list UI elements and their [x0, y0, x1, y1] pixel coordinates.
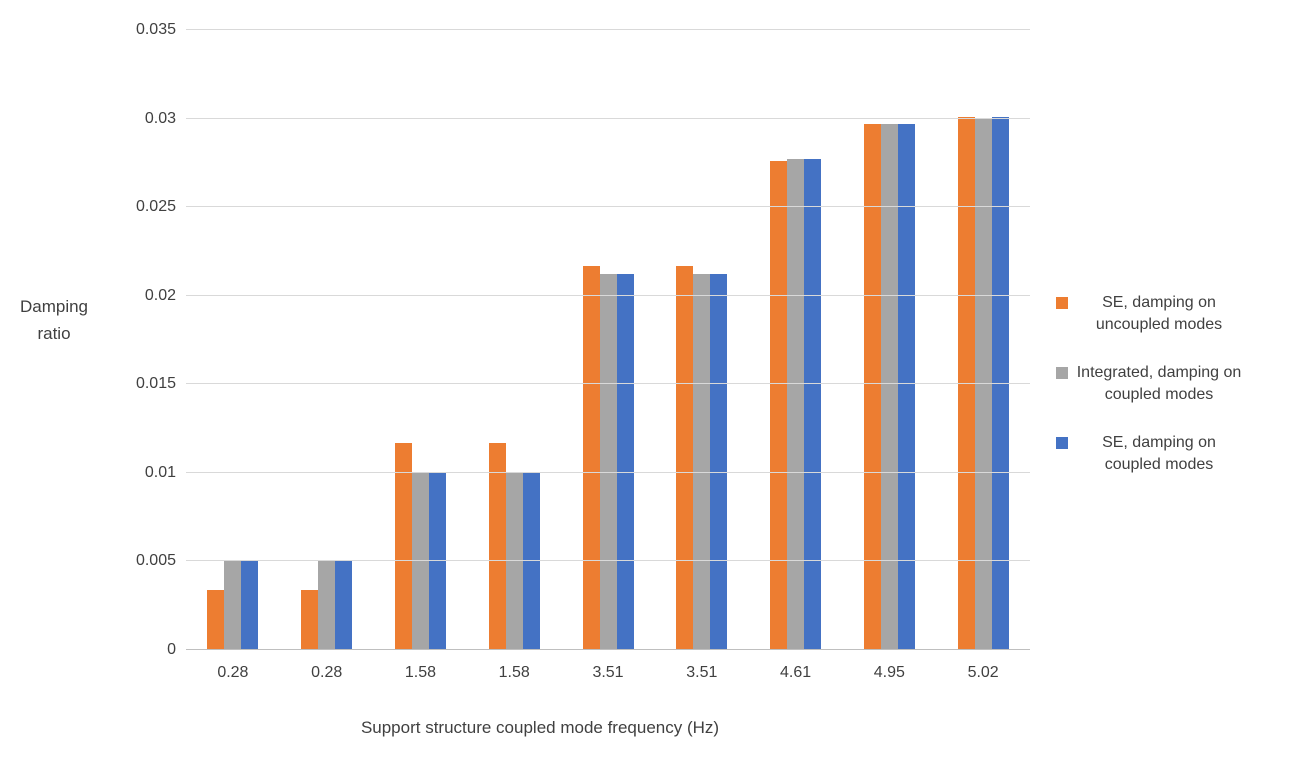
x-tick-label: 4.95: [873, 664, 905, 681]
bar: [787, 159, 805, 650]
bar: [582, 265, 600, 650]
x-tick-label: 5.02: [967, 664, 999, 681]
bar: [616, 274, 634, 650]
legend-item: SE, damping on uncoupled modes: [1056, 292, 1292, 336]
x-tick-label: 4.61: [780, 664, 812, 681]
bar-group: [374, 30, 468, 650]
legend-item: SE, damping on coupled modes: [1056, 432, 1292, 476]
gridline: [186, 294, 1030, 296]
gridline: [186, 471, 1030, 473]
y-tick-label: 0.02: [144, 286, 176, 304]
y-tick-label: 0.005: [135, 552, 176, 570]
x-tick-label: 0.28: [217, 664, 249, 681]
y-axis-title-line-1: Damping: [19, 297, 89, 316]
x-axis-line: [186, 649, 1030, 650]
y-tick-label: 0.03: [144, 109, 176, 127]
bar-group: [280, 30, 374, 650]
bar: [880, 123, 898, 650]
y-tick-label: 0.015: [135, 375, 176, 393]
gridline: [186, 560, 1030, 562]
legend-marker: [1056, 367, 1068, 380]
y-tick-label: 0: [167, 641, 176, 658]
y-tick-label: 0.025: [135, 198, 176, 216]
bar: [897, 123, 915, 650]
x-tick-label: 3.51: [592, 664, 624, 681]
x-tick-label: 1.58: [498, 664, 530, 681]
bars: [186, 30, 1030, 650]
legend-label: Integrated, damping on coupled modes: [1076, 364, 1242, 404]
x-tick-label: 1.58: [404, 664, 437, 681]
bar: [804, 159, 822, 650]
legend-label: SE, damping on coupled modes: [1102, 434, 1216, 474]
bar: [394, 442, 412, 650]
x-tick-label: 0.28: [311, 664, 343, 681]
y-tick-label: 0.01: [144, 463, 176, 481]
legend-marker: [1056, 437, 1068, 450]
gridline: [186, 117, 1030, 119]
bar: [710, 274, 728, 650]
bar: [207, 589, 225, 650]
legend-item: Integrated, damping on coupled modes: [1056, 362, 1292, 406]
x-axis-title: Support structure coupled mode frequency…: [360, 718, 720, 737]
y-axis-title: Damping ratio: [6, 293, 102, 347]
bar-group: [749, 30, 843, 650]
bar-group: [842, 30, 936, 650]
bar-group: [467, 30, 561, 650]
x-axis-labels: 0.28 0.28 1.58 1.58 3.51 3.51 4.61 4.95 5.02: [186, 664, 1030, 682]
gridline: [186, 383, 1030, 385]
bar: [770, 161, 788, 650]
plot-area: [186, 29, 1030, 650]
bar-group: [655, 30, 749, 650]
bar: [335, 561, 353, 650]
bar: [488, 442, 506, 650]
gridline: [186, 29, 1030, 30]
bar-group: [186, 30, 280, 650]
legend: SE, damping on uncoupled modes Integrated…: [1056, 292, 1292, 502]
bar-group: [561, 30, 655, 650]
bar: [863, 123, 881, 650]
gridline: [186, 206, 1030, 208]
bar: [599, 274, 617, 650]
legend-label: SE, damping on uncoupled modes: [1095, 294, 1223, 334]
y-axis-title-line-2: ratio: [37, 324, 71, 344]
bar: [318, 561, 336, 650]
bar: [676, 265, 694, 650]
bar-group: [936, 30, 1030, 650]
x-tick-label: 3.51: [686, 664, 718, 681]
bar: [224, 561, 242, 650]
legend-marker: [1056, 297, 1068, 309]
bar: [301, 589, 319, 650]
bar: [693, 274, 711, 650]
bar: [241, 561, 259, 650]
y-tick-label: 0.035: [135, 21, 176, 38]
